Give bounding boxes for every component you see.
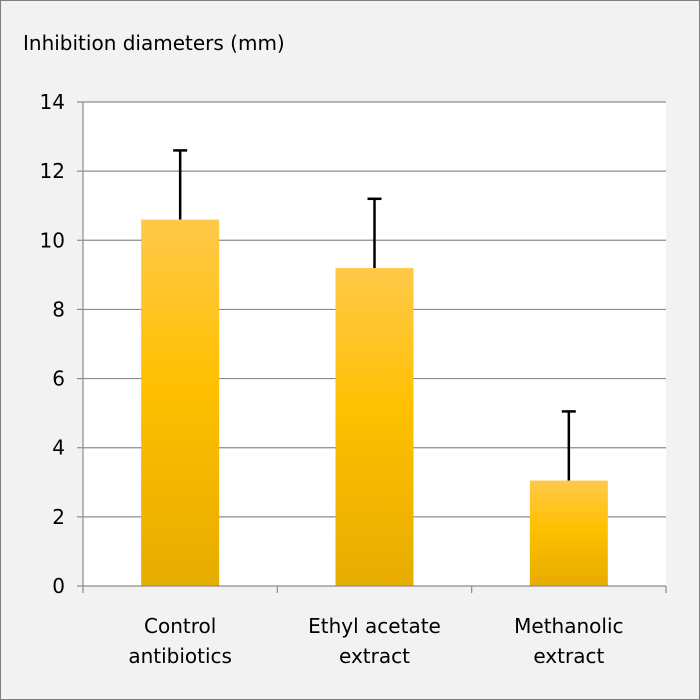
error-bars [173,149,576,481]
y-tick-label: 6 [52,367,65,391]
x-category-label-line: antibiotics [128,644,232,668]
y-tick-label: 12 [40,159,65,183]
y-tick-labels: 0 2 4 6 8 10 12 14 [40,90,65,598]
x-category-label: Methanolic extract [514,614,623,668]
bar [529,480,608,586]
y-axis-title: Inhibition diameters (mm) [23,31,285,55]
y-tick-label: 2 [52,505,65,529]
x-category-label-line: extract [339,644,410,668]
x-category-label: Control antibiotics [128,614,232,668]
x-category-label: Ethyl acetate extract [308,614,441,668]
y-tick-label: 0 [52,574,65,598]
y-tick-label: 4 [52,436,65,460]
y-tick-label: 8 [52,297,65,321]
x-category-label-line: Control [144,614,216,638]
x-category-label-line: Ethyl acetate [308,614,441,638]
bar [335,267,414,586]
y-tick-label: 14 [40,90,65,114]
bars [141,219,608,587]
x-category-label-line: extract [533,644,604,668]
x-category-label-line: Methanolic [514,614,623,638]
bar [141,219,220,587]
y-tick-label: 10 [40,228,65,252]
axes [82,102,667,593]
